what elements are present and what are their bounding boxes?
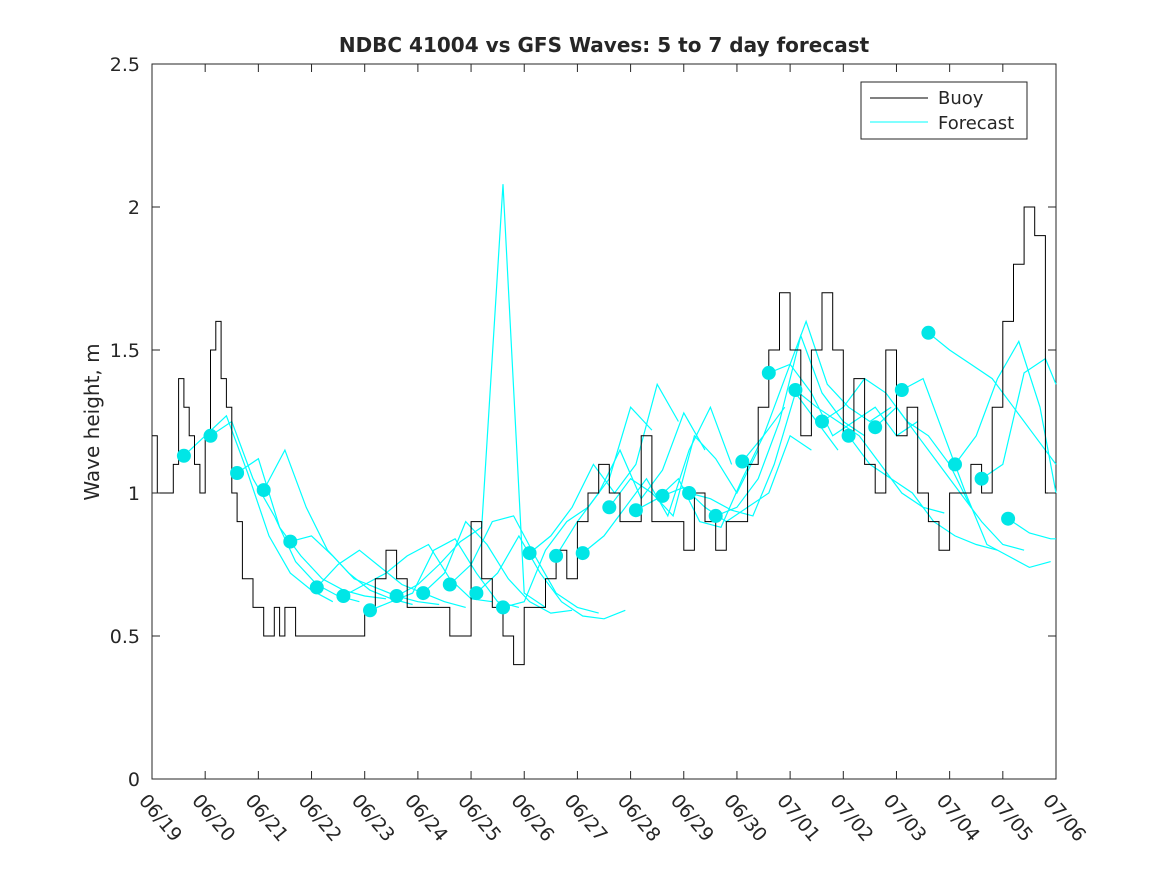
x-tick-label: 06/21 — [241, 790, 293, 846]
forecast-marker — [496, 600, 510, 615]
forecast-marker — [815, 414, 829, 429]
forecast-line-14 — [529, 382, 679, 554]
y-tick-label: 1 — [128, 483, 140, 505]
forecast-marker — [522, 546, 537, 561]
forecast-marker — [336, 589, 351, 603]
forecast-line-19 — [662, 434, 812, 523]
forecast-marker — [575, 546, 590, 561]
forecast-marker — [549, 548, 564, 563]
forecast-marker — [948, 457, 962, 472]
x-tick-label: 06/24 — [400, 790, 452, 846]
x-tick-label: 07/01 — [772, 790, 824, 846]
forecast-line-24 — [795, 389, 945, 514]
forecast-marker — [682, 486, 697, 500]
x-tick-label: 07/06 — [1038, 790, 1090, 846]
forecast-marker — [708, 508, 723, 523]
forecast-marker — [469, 586, 484, 601]
forecast-marker — [176, 448, 191, 463]
forecast-marker — [389, 589, 404, 603]
forecast-line-28 — [901, 377, 1051, 569]
x-tick-label: 06/30 — [719, 790, 771, 846]
x-tick-label: 06/28 — [613, 790, 665, 846]
forecast-marker — [230, 466, 245, 480]
x-tick-label: 07/04 — [932, 790, 984, 846]
forecast-line-12 — [475, 534, 626, 620]
forecast-line-17 — [608, 434, 759, 518]
forecast-marker — [309, 580, 324, 595]
forecast-line-6 — [316, 549, 466, 608]
y-axis-label: Wave height, m — [80, 343, 104, 500]
forecast-marker — [735, 454, 750, 469]
forecast-marker — [841, 428, 856, 443]
forecast-marker — [628, 503, 643, 518]
forecast-marker — [602, 500, 617, 515]
forecast-line-15 — [555, 411, 706, 557]
forecast-marker — [283, 534, 298, 549]
forecast-marker — [788, 383, 803, 397]
forecast-line-7 — [343, 543, 493, 603]
forecast-line-5 — [290, 535, 440, 606]
x-tick-label: 07/03 — [879, 790, 931, 846]
forecast-line-11 — [449, 515, 599, 614]
plot-area — [151, 63, 1057, 780]
x-tick-label: 06/20 — [187, 790, 239, 846]
forecast-line-21 — [715, 333, 865, 517]
forecast-line-4 — [263, 448, 413, 606]
legend-box — [860, 81, 1028, 140]
x-tick-label: 06/19 — [134, 790, 186, 846]
forecast-line-1 — [183, 414, 334, 603]
x-tick-label: 06/26 — [506, 790, 558, 846]
forecast-marker — [363, 603, 377, 618]
x-tick-label: 06/23 — [347, 790, 399, 846]
forecast-line-13 — [502, 406, 653, 608]
x-tick-label: 07/05 — [985, 790, 1037, 846]
forecast-line-2 — [210, 420, 360, 603]
forecast-line-20 — [688, 391, 839, 517]
y-tick-label: 2 — [128, 197, 140, 219]
forecast-line-27 — [874, 406, 1025, 551]
forecast-marker — [921, 325, 936, 340]
y-tick-label: 0.5 — [110, 626, 140, 648]
forecast-marker — [256, 483, 271, 498]
forecast-marker — [974, 471, 989, 486]
x-tick-label: 06/25 — [453, 790, 505, 846]
x-tick-label: 06/22 — [294, 790, 346, 846]
y-tick-label: 0 — [128, 769, 140, 791]
forecast-line-22 — [741, 319, 892, 462]
forecast-line-32 — [1007, 518, 1056, 540]
forecast-line-31 — [981, 357, 1057, 480]
forecast-line-30 — [954, 339, 1057, 494]
forecast-line-26 — [848, 435, 998, 551]
x-axis-ticks: 06/19 06/20 06/21 06/22 06/23 06/24 06/25 06/26… — [134, 64, 1090, 846]
forecast-marker — [442, 577, 457, 592]
y-tick-label: 2.5 — [110, 54, 140, 76]
forecast-marker — [1001, 511, 1016, 526]
chart-title: NDBC 41004 vs GFS Waves: 5 to 7 day fore… — [339, 33, 870, 57]
forecast-marker — [203, 428, 218, 443]
forecast-marker — [416, 586, 431, 601]
forecast-line-3 — [236, 457, 387, 600]
forecast-marker — [894, 383, 909, 397]
legend: Buoy Forecast — [860, 81, 1028, 140]
y-tick-label: 1.5 — [110, 340, 140, 362]
legend-forecast-label: Forecast — [938, 113, 1014, 134]
forecast-marker — [655, 488, 670, 503]
x-tick-label: 06/29 — [666, 790, 718, 846]
forecast-line-29 — [928, 332, 1057, 465]
axes-frame — [151, 63, 1057, 780]
x-tick-label: 07/02 — [825, 790, 877, 846]
y-axis-ticks: 0 0.5 1 1.5 2 2.5 — [110, 54, 1056, 791]
forecast-marker — [761, 365, 776, 380]
x-tick-label: 06/27 — [560, 790, 612, 846]
legend-buoy-label: Buoy — [938, 88, 984, 109]
forecast-marker — [868, 420, 883, 435]
buoy-line — [152, 206, 1056, 666]
forecast-line-10 — [422, 520, 573, 614]
